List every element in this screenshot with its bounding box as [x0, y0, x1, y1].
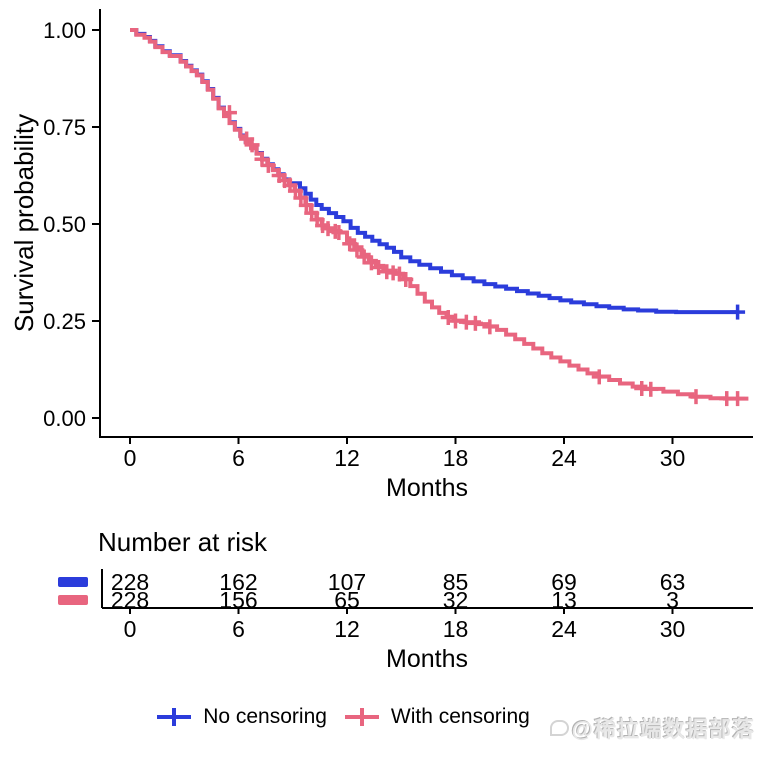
risk-x-tick-label: 6 — [232, 616, 245, 642]
plus-on-line-icon — [344, 708, 379, 726]
risk-table-title: Number at risk — [98, 527, 268, 557]
y-tick-label: 0.00 — [43, 406, 86, 431]
risk-x-tick-label: 0 — [124, 616, 137, 642]
speech-bubble-icon — [549, 720, 569, 736]
x-axis-title: Months — [386, 474, 468, 502]
legend-label-with-censoring: With censoring — [390, 705, 530, 728]
x-tick-label: 6 — [232, 445, 245, 471]
y-tick-label: 0.50 — [43, 212, 86, 237]
risk-x-tick-label: 18 — [443, 616, 469, 642]
y-tick-label: 0.75 — [43, 115, 86, 140]
risk-x-tick-label: 30 — [660, 616, 686, 642]
risk-table-x-axis-title: Months — [386, 645, 468, 673]
legend-label-no-censoring: No censoring — [203, 705, 327, 728]
main-plot-area: 0.00 0.25 0.50 0.75 1.00 0 6 12 18 24 30 — [43, 9, 753, 471]
x-tick-label: 12 — [334, 445, 360, 471]
x-tick-label: 30 — [660, 445, 686, 471]
risk-count: 228 — [111, 569, 149, 595]
risk-x-tick-label: 12 — [334, 616, 360, 642]
watermark: @稀拉端数据部落 — [549, 712, 755, 744]
watermark-text: @稀拉端数据部落 — [571, 717, 755, 742]
risk-count: 107 — [328, 569, 366, 595]
risk-x-tick-label: 24 — [551, 616, 577, 642]
risk-count: 85 — [443, 569, 469, 595]
y-axis-title: Survival probability — [9, 114, 39, 332]
legend: No censoring With censoring — [0, 705, 725, 729]
risk-count: 63 — [660, 569, 686, 595]
legend-item-with-censoring: With censoring — [343, 705, 530, 729]
risk-count: 162 — [219, 569, 257, 595]
risk-count: 3 — [666, 587, 679, 613]
risk-row-swatch-with-censoring — [58, 595, 88, 605]
y-tick-label: 0.25 — [43, 309, 86, 334]
y-tick-label: 1.00 — [43, 18, 86, 43]
x-tick-label: 18 — [443, 445, 469, 471]
legend-item-no-censoring: No censoring — [155, 705, 327, 729]
plus-on-line-icon — [157, 708, 192, 726]
x-tick-label: 0 — [124, 445, 137, 471]
x-tick-label: 24 — [551, 445, 577, 471]
risk-row-swatch-no-censoring — [58, 577, 88, 587]
risk-count: 69 — [551, 569, 577, 595]
survival-curve-no-censoring — [130, 28, 738, 315]
survival-curve-with-censoring — [130, 28, 749, 401]
